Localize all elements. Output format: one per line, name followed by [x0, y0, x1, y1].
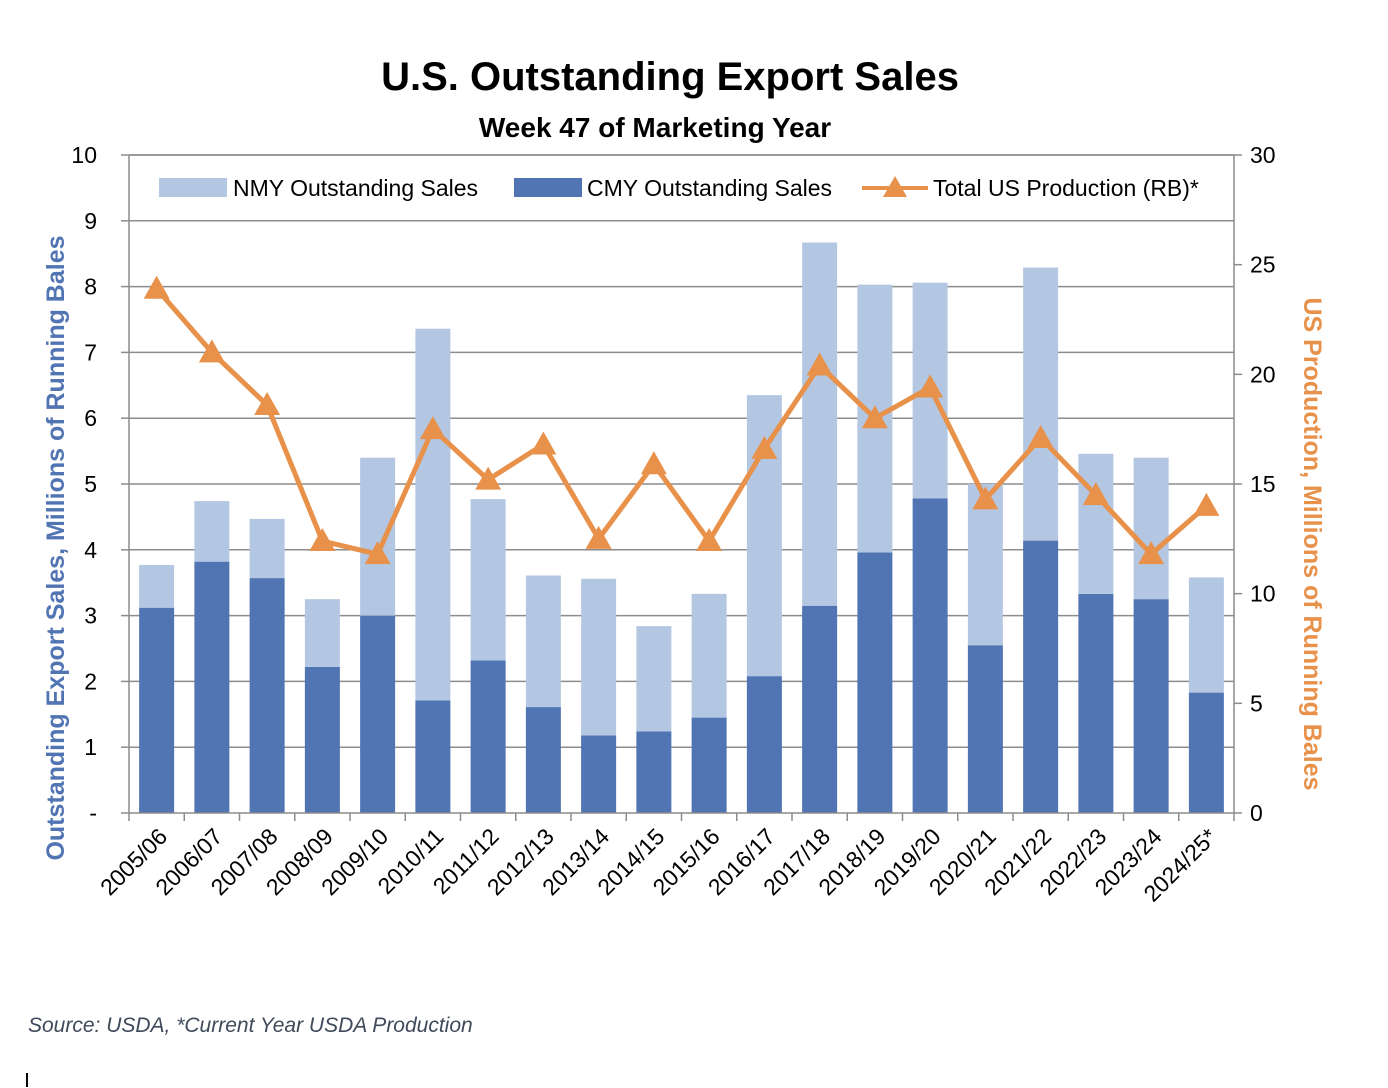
left-axis-title: Outstanding Export Sales, Millions of Ru…: [42, 235, 70, 860]
left-tick-label: 7: [84, 339, 97, 365]
bar-nmy: [249, 518, 285, 579]
right-tick-label: 10: [1250, 581, 1276, 607]
right-tick-label: 0: [1250, 800, 1263, 826]
bar-cmy: [194, 561, 230, 813]
bar-nmy: [360, 457, 396, 616]
right-tick-label: 30: [1250, 142, 1276, 168]
bar-nmy: [304, 599, 340, 667]
left-tick-label: 4: [84, 537, 97, 563]
left-tick-label: 10: [71, 142, 97, 168]
left-tick-label: 8: [84, 274, 97, 300]
bars: [139, 242, 1224, 813]
bar-cmy: [746, 676, 782, 813]
source-note: Source: USDA, *Current Year USDA Product…: [28, 1014, 473, 1037]
production-point: [806, 352, 833, 376]
bar-cmy: [1133, 599, 1169, 813]
bar-cmy: [912, 498, 948, 813]
production-point: [198, 339, 225, 363]
bar-cmy: [470, 660, 506, 813]
bar-nmy: [194, 501, 230, 562]
bar-cmy: [1188, 692, 1224, 813]
production-point: [1138, 541, 1165, 565]
bar-nmy: [415, 328, 451, 701]
production-line-path: [154, 287, 1209, 557]
left-tick-label: 9: [84, 208, 97, 234]
bar-nmy: [1078, 453, 1114, 594]
gridlines: [129, 154, 1234, 748]
production-point: [696, 528, 723, 552]
axes: [121, 154, 1242, 821]
bar-cmy: [1078, 593, 1114, 813]
bar-cmy: [636, 731, 672, 813]
bar-nmy: [470, 499, 506, 661]
production-point: [475, 466, 502, 490]
bar-cmy: [802, 605, 838, 813]
production-point: [364, 541, 391, 565]
right-tick-label: 20: [1250, 361, 1276, 387]
text-cursor: [26, 1073, 28, 1087]
left-tick-label: 5: [84, 471, 97, 497]
right-tick-label: 15: [1250, 471, 1276, 497]
bar-nmy: [1023, 267, 1059, 541]
bar-cmy: [249, 578, 285, 813]
bar-nmy: [581, 578, 617, 736]
chart-title: U.S. Outstanding Export Sales: [381, 55, 959, 99]
production-point: [917, 374, 944, 398]
production-point: [861, 405, 888, 429]
right-tick-label: 5: [1250, 690, 1263, 716]
legend-label-nmy: NMY Outstanding Sales: [233, 175, 478, 201]
right-axis-title: US Production, Millions of Running Bales: [1298, 297, 1326, 790]
bar-cmy: [360, 615, 396, 813]
bar-nmy: [1188, 577, 1224, 693]
bar-cmy: [691, 717, 727, 813]
bar-cmy: [525, 707, 561, 813]
right-axis-ticks: 0 5 10 15 20 25 30: [1250, 142, 1276, 826]
left-tick-label: 3: [84, 603, 97, 629]
production-point: [585, 525, 612, 549]
bar-nmy: [691, 593, 727, 718]
bar-cmy: [415, 700, 451, 813]
x-axis-ticks: 2005/062006/072007/082008/092009/102010/…: [95, 823, 1222, 907]
left-tick-label: 2: [84, 668, 97, 694]
production-line: [143, 275, 1220, 565]
production-point: [143, 275, 170, 299]
left-tick-label: 6: [84, 405, 97, 431]
production-point: [1193, 492, 1220, 516]
bar-cmy: [581, 735, 617, 813]
legend-swatch-cmy: [514, 178, 582, 197]
chart-subtitle: Week 47 of Marketing Year: [479, 112, 831, 143]
bar-nmy: [1133, 457, 1169, 600]
legend-label-production: Total US Production (RB)*: [933, 175, 1199, 201]
bar-nmy: [525, 575, 561, 708]
production-point: [972, 486, 999, 510]
left-tick-label: -: [89, 800, 97, 826]
bar-cmy: [139, 607, 175, 813]
bar-nmy: [802, 242, 838, 606]
bar-cmy: [967, 645, 1003, 813]
bar-nmy: [967, 484, 1003, 646]
legend-swatch-nmy: [159, 178, 227, 197]
right-tick-label: 25: [1250, 252, 1276, 278]
production-point: [254, 392, 281, 416]
bar-cmy: [857, 552, 893, 813]
legend-label-cmy: CMY Outstanding Sales: [587, 175, 832, 201]
production-point: [751, 435, 778, 459]
production-point: [1082, 481, 1109, 505]
legend-marker-production: [883, 176, 907, 197]
production-point: [530, 431, 557, 455]
bar-cmy: [1023, 540, 1059, 813]
bar-nmy: [636, 626, 672, 732]
left-axis-ticks: - 1 2 3 4 5 6 7 8 9 10: [71, 142, 97, 826]
production-point: [1027, 424, 1054, 448]
bar-nmy: [139, 564, 175, 608]
production-point: [640, 451, 667, 475]
bar-cmy: [304, 666, 340, 813]
production-point: [419, 416, 446, 440]
production-point: [309, 528, 336, 552]
left-tick-label: 1: [84, 734, 97, 760]
legend: NMY Outstanding Sales CMY Outstanding Sa…: [159, 175, 1199, 201]
